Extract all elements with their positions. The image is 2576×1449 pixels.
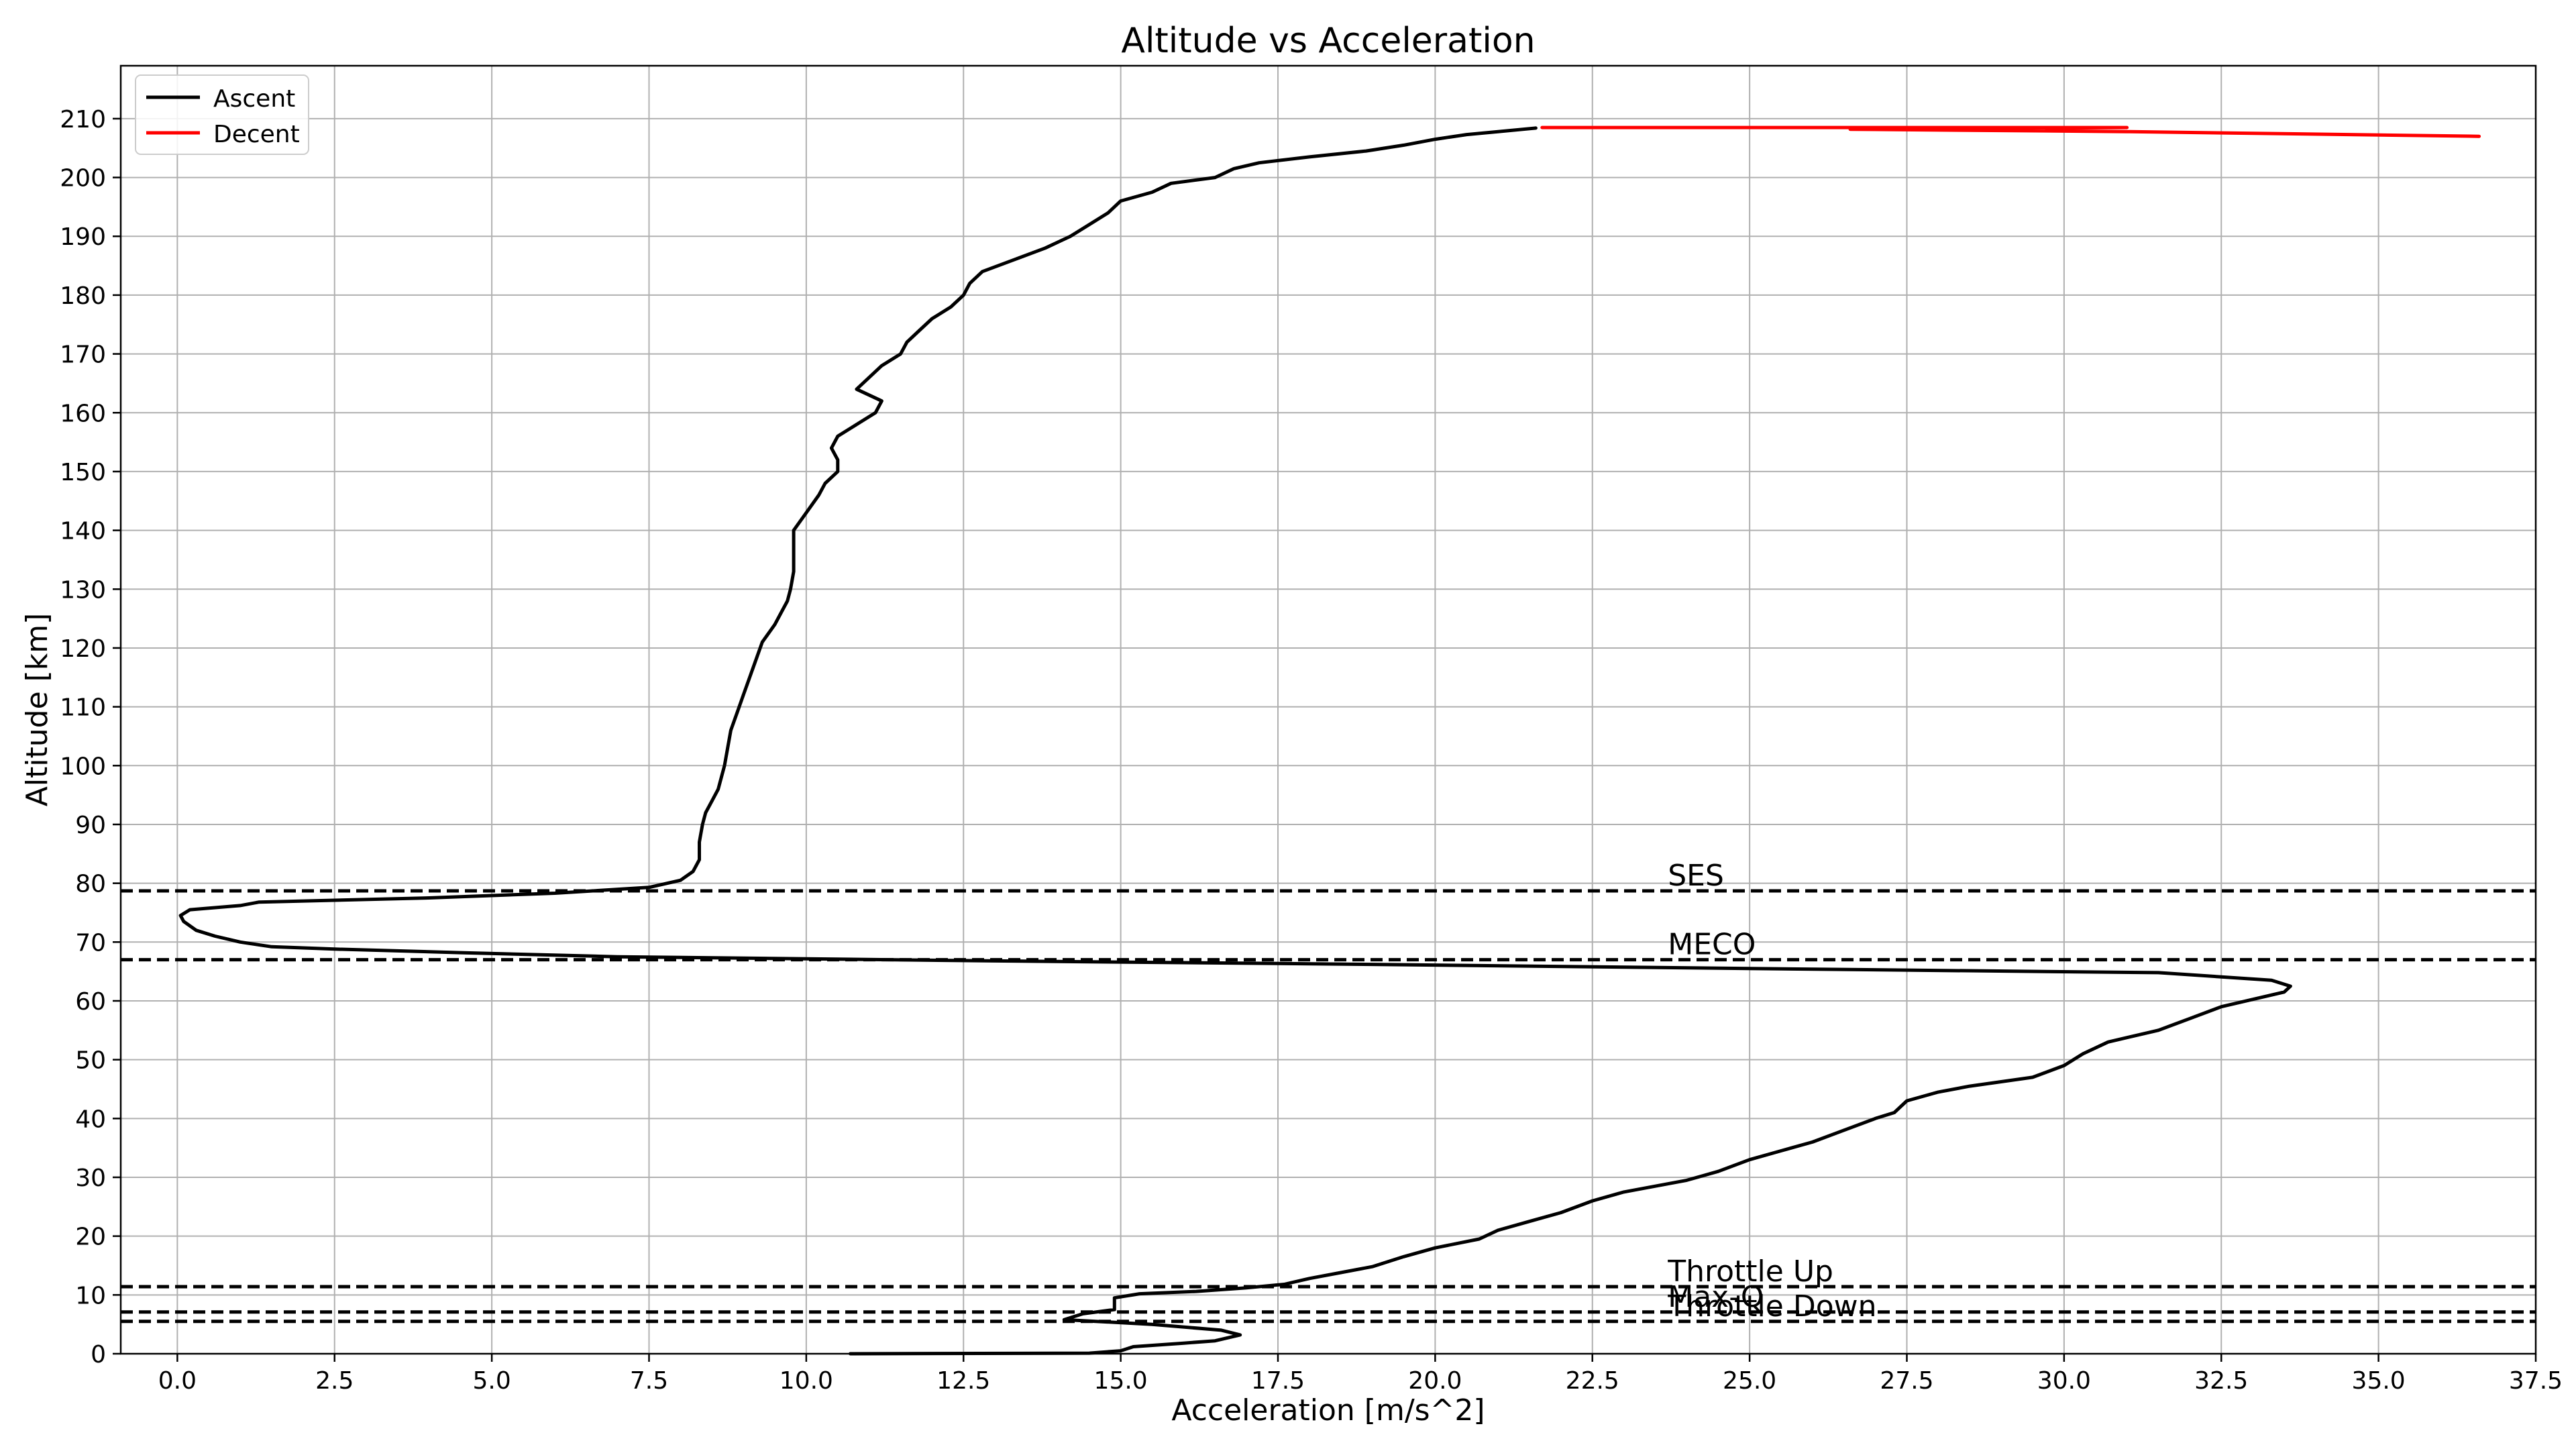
x-tick-label: 10.0: [780, 1367, 833, 1395]
x-tick-label: 20.0: [1408, 1367, 1462, 1395]
y-tick-label: 160: [60, 400, 106, 427]
y-tick-label: 90: [75, 812, 106, 839]
y-tick-label: 200: [60, 165, 106, 193]
y-tick-label: 110: [60, 694, 106, 722]
event-label-ses: SES: [1668, 859, 1724, 893]
y-tick-label: 190: [60, 223, 106, 251]
x-tick-label: 15.0: [1094, 1367, 1148, 1395]
event-label-meco: MECO: [1668, 928, 1756, 962]
plot-frame: [119, 64, 2537, 1355]
y-tick-label: 120: [60, 635, 106, 663]
x-tick-label: 37.5: [2509, 1367, 2563, 1395]
x-tick-label: 35.0: [2352, 1367, 2406, 1395]
event-label-throttle-up: Throttle Up: [1667, 1254, 1833, 1289]
series-line-ascent: [178, 126, 2292, 1356]
y-tick-label: 210: [60, 106, 106, 133]
event-label-throttle-down: Throttle Down: [1667, 1289, 1876, 1324]
grid-lines: [121, 66, 2536, 1354]
x-tick-label: 22.5: [1566, 1367, 1619, 1395]
legend: Ascent Decent: [135, 74, 309, 155]
series-line-decent: [1540, 125, 2481, 138]
plot-series: [178, 125, 2481, 1356]
x-tick-label: 25.0: [1723, 1367, 1776, 1395]
y-tick-label: 70: [75, 929, 106, 957]
y-tick-label: 0: [91, 1341, 106, 1368]
y-axis-label: Altitude [km]: [20, 613, 54, 807]
y-tick-label: 60: [75, 988, 106, 1016]
y-tick-label: 100: [60, 753, 106, 780]
y-tick-label: 180: [60, 282, 106, 310]
x-tick-label: 30.0: [2037, 1367, 2091, 1395]
x-tick-label: 7.5: [630, 1367, 668, 1395]
legend-label-ascent: Ascent: [213, 85, 295, 113]
y-tick-label: 130: [60, 576, 106, 604]
y-tick-label: 80: [75, 871, 106, 898]
x-tick-label: 2.5: [315, 1367, 354, 1395]
y-tick-label: 140: [60, 518, 106, 545]
x-tick-label: 27.5: [1880, 1367, 1933, 1395]
y-tick-label: 50: [75, 1047, 106, 1075]
y-tick-label: 170: [60, 341, 106, 369]
y-axis-ticks: 0 10 20 30 40 50 60 70 80 90 100 110 120 130 140 150 160…: [60, 106, 121, 1368]
y-tick-label: 20: [75, 1224, 106, 1251]
chart-title: Altitude vs Acceleration: [1121, 21, 1535, 61]
x-tick-label: 32.5: [2194, 1367, 2248, 1395]
event-label-max-q: Max-Q: [1668, 1280, 1764, 1314]
y-tick-label: 10: [75, 1282, 106, 1309]
y-tick-label: 30: [75, 1165, 106, 1192]
x-tick-label: 5.0: [472, 1367, 511, 1395]
x-axis-label: Acceleration [m/s^2]: [1171, 1393, 1485, 1428]
x-tick-label: 17.5: [1251, 1367, 1305, 1395]
x-axis-ticks: 0.0 2.5 5.0 7.5 10.0 12.5 15.0 17.5 20.0 22.5 25.0…: [158, 1354, 2563, 1395]
y-tick-label: 40: [75, 1106, 106, 1133]
y-tick-label: 150: [60, 459, 106, 486]
legend-label-decent: Decent: [213, 121, 300, 148]
x-tick-label: 12.5: [936, 1367, 990, 1395]
x-tick-label: 0.0: [158, 1367, 197, 1395]
